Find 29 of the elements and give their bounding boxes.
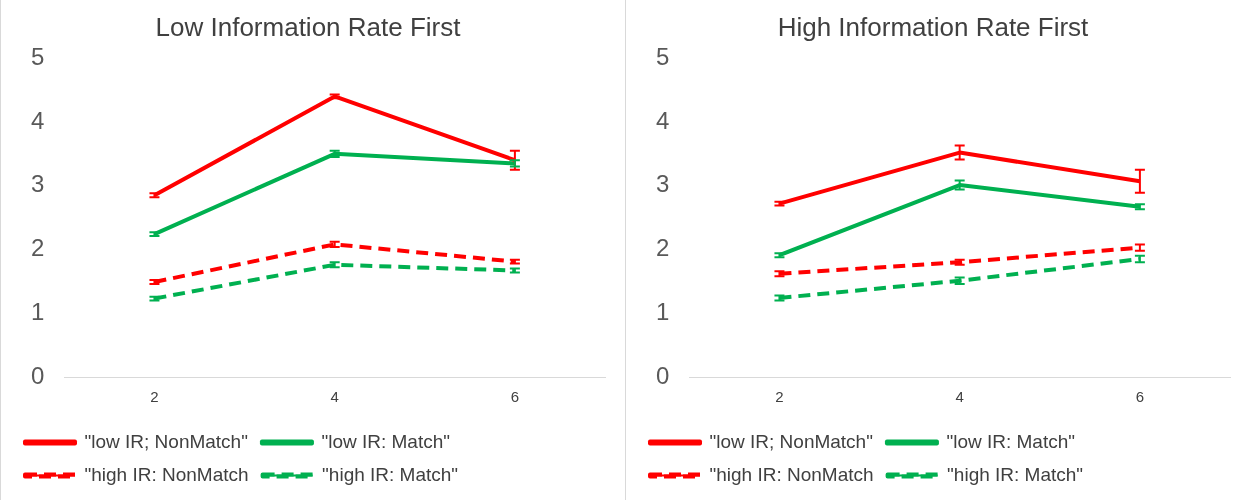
legend-label: "low IR; NonMatch"	[709, 430, 873, 452]
y-tick-label: 1	[655, 297, 670, 325]
y-tick-label: 5	[655, 42, 670, 70]
legend-label: "high IR: NonMatch	[709, 463, 874, 485]
x-tick-label: 2	[775, 388, 784, 406]
y-tick-label: 4	[30, 106, 45, 134]
x-tick-label: 6	[1135, 388, 1145, 406]
legend-label: "low IR; NonMatch"	[84, 430, 248, 452]
legend-label: "high IR: Match"	[947, 463, 1084, 485]
y-tick-label: 4	[655, 106, 670, 134]
y-tick-label: 0	[655, 361, 670, 389]
legend-label: "low IR: Match"	[946, 430, 1076, 452]
legend-label: "high IR: Match"	[322, 463, 459, 485]
y-tick-label: 0	[30, 361, 45, 389]
chart-title: High Information Rate First	[777, 11, 1090, 42]
y-tick-label: 5	[30, 42, 45, 70]
y-tick-label: 3	[30, 170, 45, 198]
legend-label: "low IR: Match"	[321, 430, 451, 452]
y-tick-label: 3	[655, 170, 670, 198]
y-tick-label: 2	[30, 234, 45, 262]
chart-title: Low Information Rate First	[155, 11, 462, 42]
x-tick-label: 2	[150, 388, 159, 406]
point	[1133, 254, 1146, 264]
y-tick-label: 2	[655, 234, 670, 262]
x-tick-label: 6	[510, 388, 520, 406]
x-tick-label: 4	[955, 388, 964, 406]
legend-label: "high IR: NonMatch	[84, 463, 249, 485]
y-tick-label: 1	[30, 297, 45, 325]
x-tick-label: 4	[330, 388, 339, 406]
